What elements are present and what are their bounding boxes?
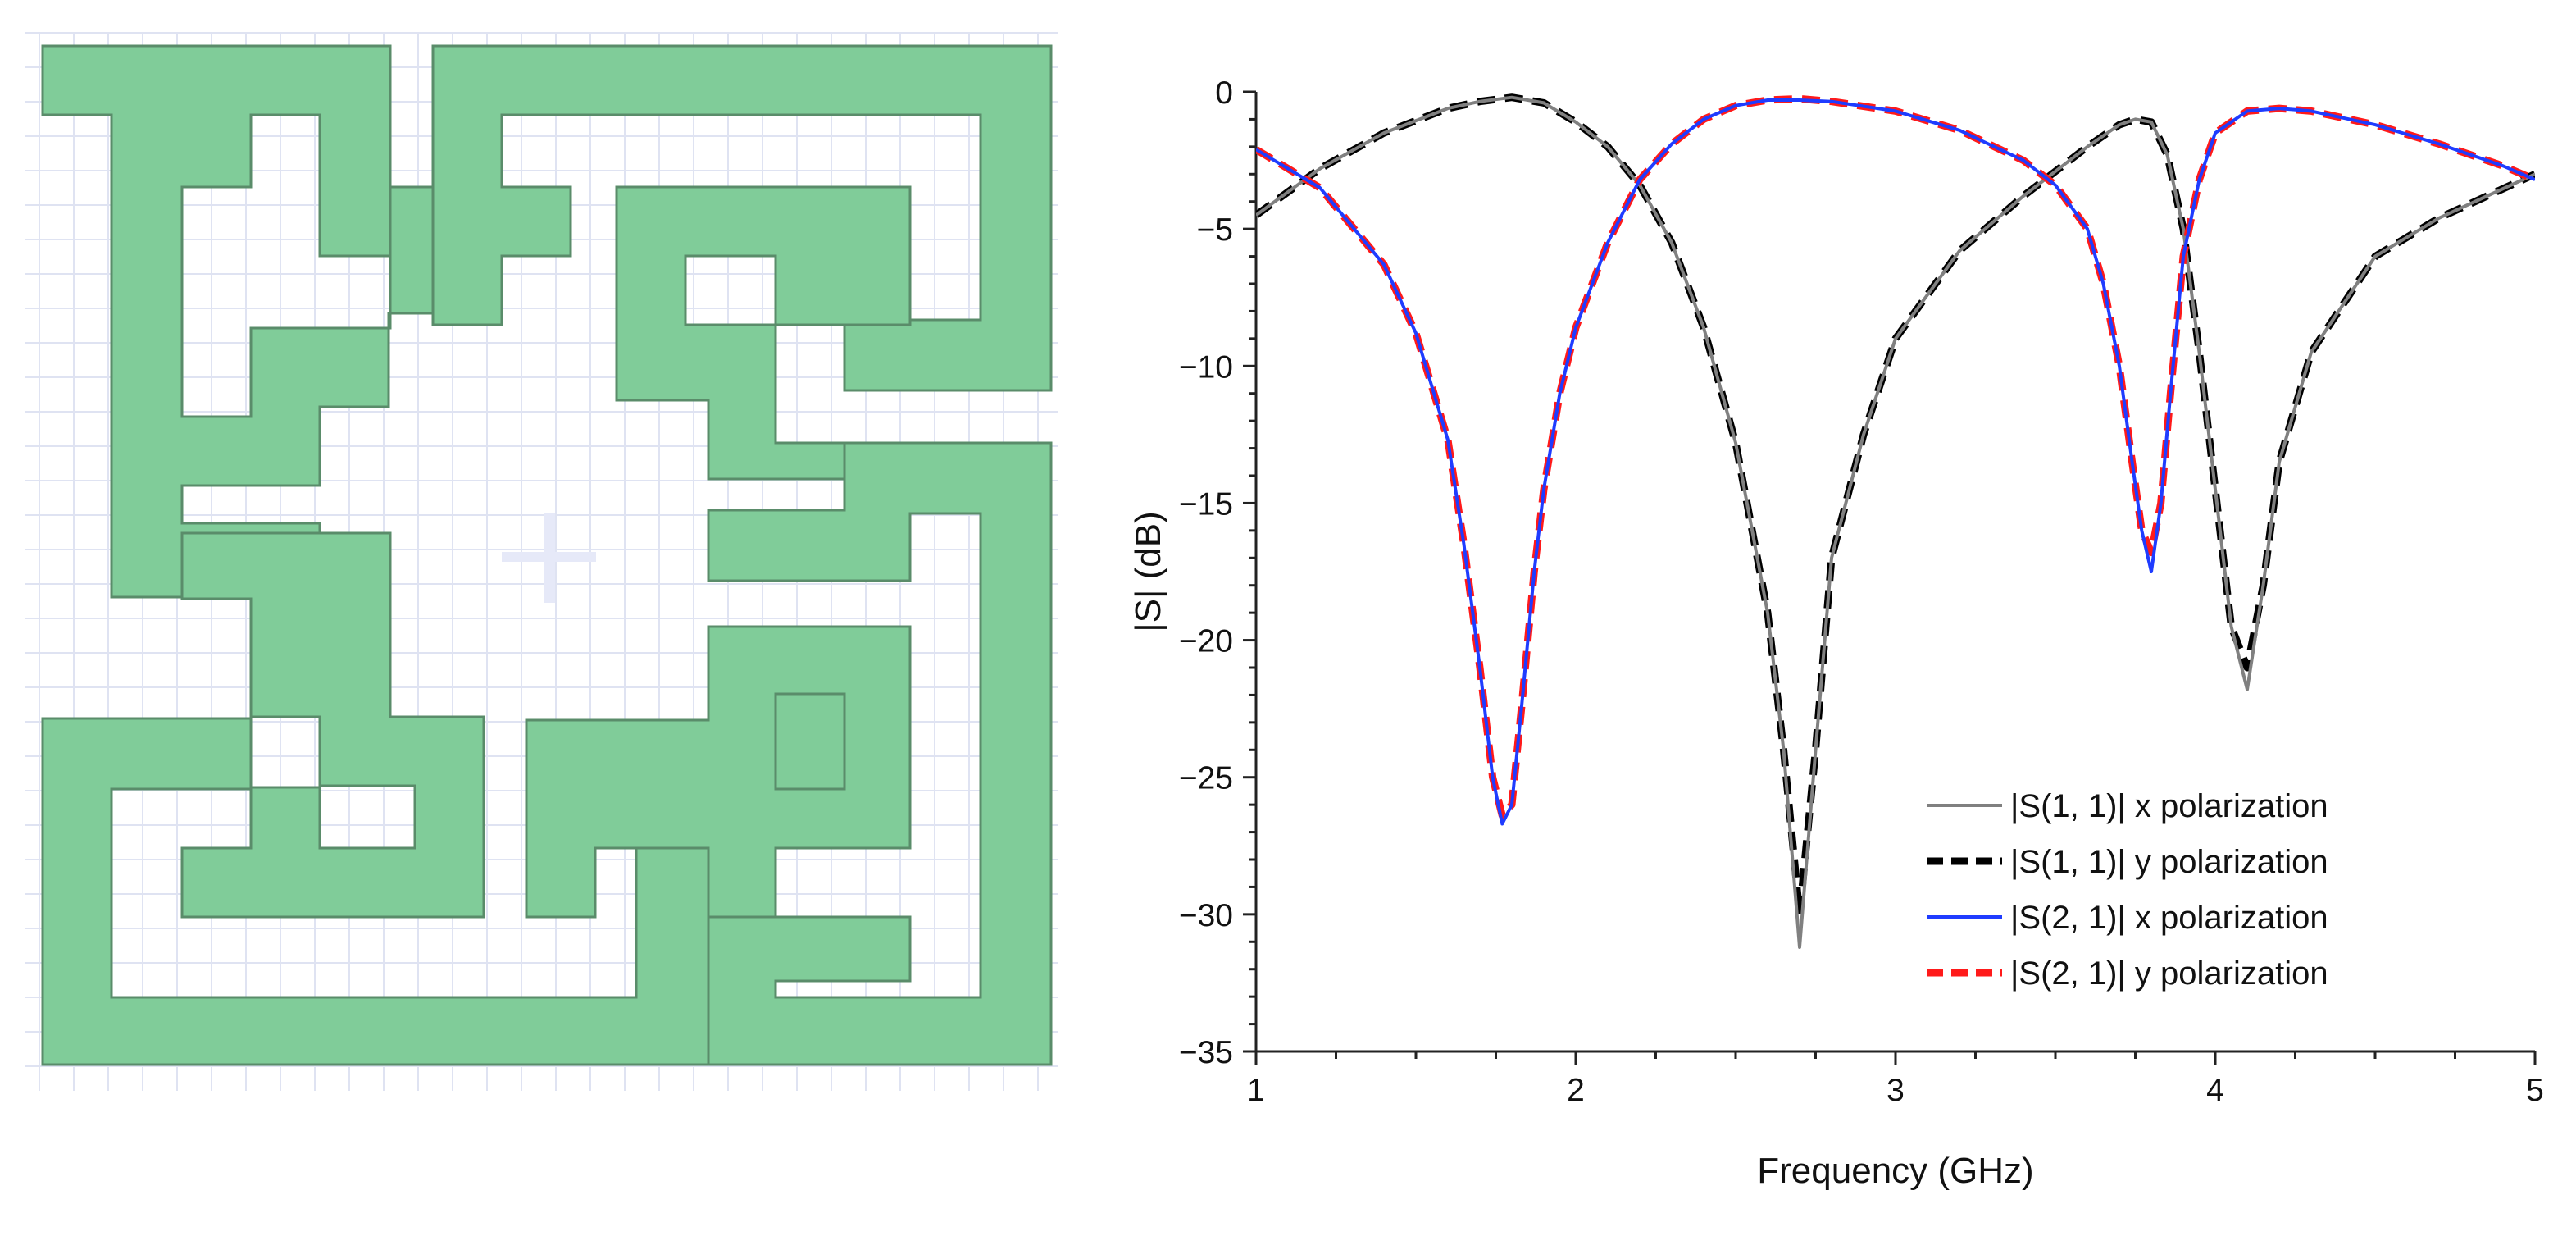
series-line-2 <box>1256 93 2535 919</box>
y-tick-label: −25 <box>1179 761 1233 796</box>
x-tick-label: 3 <box>1886 1073 1905 1108</box>
y-tick-label: −5 <box>1197 212 1233 248</box>
series-line-4 <box>1256 94 2535 819</box>
series-line-1 <box>1256 95 2535 949</box>
unit-cell-panel <box>0 0 1082 1232</box>
metal-strip <box>707 441 1053 1066</box>
legend: |S(1, 1)| x polarization |S(1, 1)| y pola… <box>1927 788 2328 992</box>
metal-strip <box>774 692 846 791</box>
metal-strip <box>615 185 912 481</box>
metal-pattern <box>41 44 1053 1066</box>
plot-axes <box>1254 92 2535 1053</box>
tick-marks <box>1243 90 2537 1065</box>
x-tick-label: 2 <box>1567 1073 1585 1108</box>
y-tick-label: 0 <box>1215 75 1233 111</box>
tick-labels: 1 2 3 4 5 0 −5 −10 −15 −20 −25 −30 −35 <box>1179 75 2544 1108</box>
y-tick-label: −35 <box>1179 1035 1233 1070</box>
unit-cell-drawing <box>25 32 1058 1091</box>
x-tick-label: 4 <box>2206 1073 2224 1108</box>
legend-label: |S(2, 1)| x polarization <box>2010 900 2328 936</box>
series-lines <box>1256 93 2535 949</box>
series-line-3 <box>1256 98 2535 826</box>
metal-strip <box>180 531 485 919</box>
y-tick-label: −30 <box>1179 898 1233 933</box>
metal-strip <box>525 625 912 919</box>
x-tick-label: 1 <box>1247 1073 1265 1108</box>
x-tick-label: 5 <box>2526 1073 2544 1108</box>
y-axis-title: |S| (dB) <box>1128 511 1168 632</box>
legend-label: |S(1, 1)| x polarization <box>2010 788 2328 824</box>
y-tick-label: −20 <box>1179 624 1233 659</box>
y-tick-label: −10 <box>1179 349 1233 385</box>
metal-strip <box>431 44 1053 392</box>
y-tick-label: −15 <box>1179 486 1233 522</box>
legend-label: |S(1, 1)| y polarization <box>2010 844 2328 880</box>
legend-label: |S(2, 1)| y polarization <box>2010 956 2328 992</box>
plot-panel: 1 2 3 4 5 0 −5 −10 −15 −20 −25 −30 −35 Frequency (GH… <box>1082 0 2576 1232</box>
x-axis-title: Frequency (GHz) <box>1757 1151 2033 1191</box>
center-cross-marker <box>502 513 596 603</box>
s-parameter-plot: 1 2 3 4 5 0 −5 −10 −15 −20 −25 −30 −35 Frequency (GH… <box>1128 75 2544 1191</box>
